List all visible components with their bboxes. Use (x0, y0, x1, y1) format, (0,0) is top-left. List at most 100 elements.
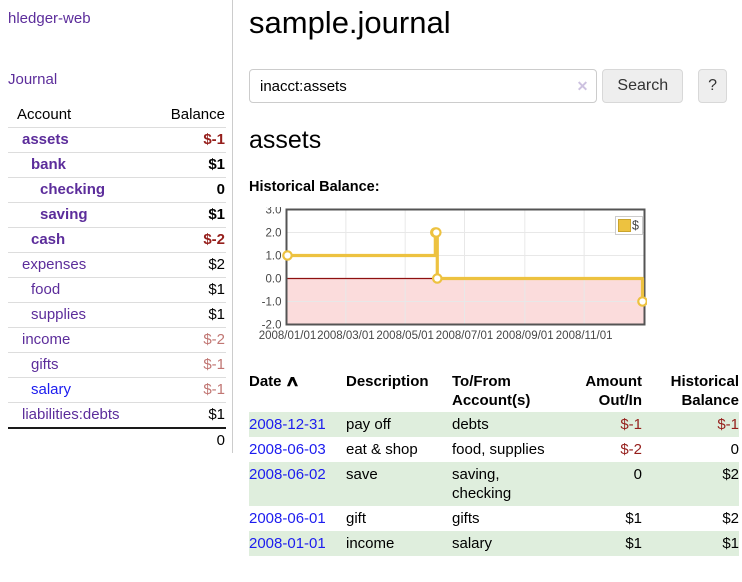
account-balance: $2 (117, 252, 226, 278)
table-row: 2008-06-01 gift gifts $1 $2 (249, 506, 739, 531)
register-header-description: Description (346, 373, 429, 390)
sort-ascending-icon: ∧ (284, 373, 300, 390)
register-accounts-cell: saving, checking (452, 466, 512, 502)
balance-value: $1 (722, 535, 739, 552)
svg-text:1.0: 1.0 (266, 251, 282, 263)
transaction-date-link[interactable]: 2008-12-31 (249, 416, 326, 433)
svg-text:2008/05/01: 2008/05/01 (376, 330, 434, 342)
account-row: expenses $2 (8, 252, 226, 278)
register-header-amount: Amount Out/In (585, 373, 642, 409)
account-link[interactable]: cash (31, 231, 66, 248)
account-link[interactable]: salary (31, 381, 72, 398)
register-accounts-cell: debts (452, 416, 489, 433)
account-link[interactable]: gifts (31, 356, 59, 373)
svg-text:$: $ (632, 219, 639, 233)
amount-value: $-1 (620, 416, 642, 433)
register-amount-cell: 0 (560, 462, 642, 506)
balance-value: $2 (722, 466, 739, 483)
register-amount-cell: $-1 (560, 412, 642, 437)
page-title: sample.journal (249, 5, 451, 40)
transaction-date-link[interactable]: 2008-06-03 (249, 441, 326, 458)
account-row: supplies $1 (8, 302, 226, 328)
account-cell: gifts (8, 352, 117, 378)
account-row: liabilities:debts $1 (8, 402, 226, 428)
amount-value: 0 (633, 466, 642, 483)
search-row: ✕ Search ? (249, 69, 727, 103)
svg-text:0.0: 0.0 (266, 274, 282, 286)
transaction-date-link[interactable]: 2008-06-01 (249, 510, 326, 527)
account-balance: $-1 (117, 127, 226, 153)
register-date-cell: 2008-06-03 (249, 437, 346, 462)
account-row: assets $-1 (8, 127, 226, 153)
svg-text:-1.0: -1.0 (262, 297, 282, 309)
search-button[interactable]: Search (602, 69, 684, 103)
account-row: cash $-2 (8, 227, 226, 253)
account-balance: $1 (117, 277, 226, 303)
amount-value: $1 (625, 535, 642, 552)
account-cell: assets (8, 127, 117, 153)
search-input-wrap: ✕ (249, 69, 598, 103)
transaction-date-link[interactable]: 2008-01-01 (249, 535, 326, 552)
app-title-link[interactable]: hledger-web (8, 10, 91, 27)
balance-value: $-1 (717, 416, 739, 433)
account-link[interactable]: assets (22, 131, 69, 148)
account-balance: $-2 (117, 327, 226, 353)
accounts-total-row: 0 (8, 427, 226, 453)
register-accounts-cell: food, supplies (452, 441, 545, 458)
account-balance: $1 (117, 302, 226, 328)
clear-search-icon[interactable]: ✕ (576, 78, 589, 94)
account-link[interactable]: supplies (31, 306, 87, 323)
accounts-header-row: Account Balance (8, 103, 226, 128)
main-content: sample.journal ✕ Search ? assets Histori… (233, 0, 739, 556)
help-button[interactable]: ? (698, 69, 727, 103)
sidebar: hledger-web Journal Account Balance asse… (0, 0, 233, 453)
account-balance: 0 (117, 177, 226, 203)
account-link[interactable]: checking (40, 181, 106, 198)
account-link[interactable]: food (31, 281, 61, 298)
register-balance-cell: 0 (642, 437, 739, 462)
accounts-header-balance: Balance (170, 106, 225, 123)
account-link[interactable]: bank (31, 156, 67, 173)
account-cell: bank (8, 152, 117, 178)
transaction-date-link[interactable]: 2008-06-02 (249, 466, 326, 483)
balance-value: $2 (722, 510, 739, 527)
account-balance: $-1 (117, 352, 226, 378)
accounts-header-account: Account (17, 106, 72, 123)
account-link[interactable]: expenses (22, 256, 87, 273)
chart-legend: $ (615, 216, 643, 235)
register-accounts-cell: salary (452, 535, 493, 552)
table-row: 2008-06-03 eat & shop food, supplies $-2 0 (249, 437, 739, 462)
register-header-date[interactable]: Date ∧ (249, 370, 346, 412)
svg-text:2008/01/01: 2008/01/01 (259, 330, 317, 342)
account-balance: $-1 (117, 377, 226, 403)
register-date-cell: 2008-12-31 (249, 412, 346, 437)
account-balance: $1 (117, 202, 226, 228)
register-balance-cell: $-1 (642, 412, 739, 437)
account-row: saving $1 (8, 202, 226, 228)
account-cell: food (8, 277, 117, 303)
sidebar-item-journal[interactable]: Journal (8, 71, 58, 88)
register-description-cell: save (346, 466, 378, 483)
account-link[interactable]: income (22, 331, 71, 348)
register-description-cell: pay off (346, 416, 391, 433)
register-balance-cell: $2 (642, 506, 739, 531)
chart-box: 3.0 2.0 1.0 0.0 -1.0 -2.0 2008/01/01 2008/03/01… (249, 205, 727, 353)
table-row: 2008-01-01 income salary $1 $1 (249, 531, 739, 556)
amount-value: $1 (625, 510, 642, 527)
account-row: bank $1 (8, 152, 226, 178)
register-description-cell: income (346, 535, 395, 552)
account-cell: salary (8, 377, 117, 403)
account-link[interactable]: saving (40, 206, 88, 223)
account-link[interactable]: liabilities:debts (22, 406, 120, 423)
register-header-accounts: To/From Account(s) (452, 373, 531, 409)
search-input[interactable] (249, 69, 598, 103)
svg-text:2.0: 2.0 (266, 228, 282, 240)
register-description-cell: eat & shop (346, 441, 418, 458)
balance-value: 0 (730, 441, 739, 458)
amount-value: $-2 (620, 441, 642, 458)
accounts-body: assets $-1 bank $1 checking 0 saving $1 cash $-2 e… (8, 127, 226, 428)
accounts-total-value: 0 (117, 427, 226, 453)
register-date-cell: 2008-06-02 (249, 462, 346, 506)
chart-label: Historical Balance: (249, 179, 380, 195)
